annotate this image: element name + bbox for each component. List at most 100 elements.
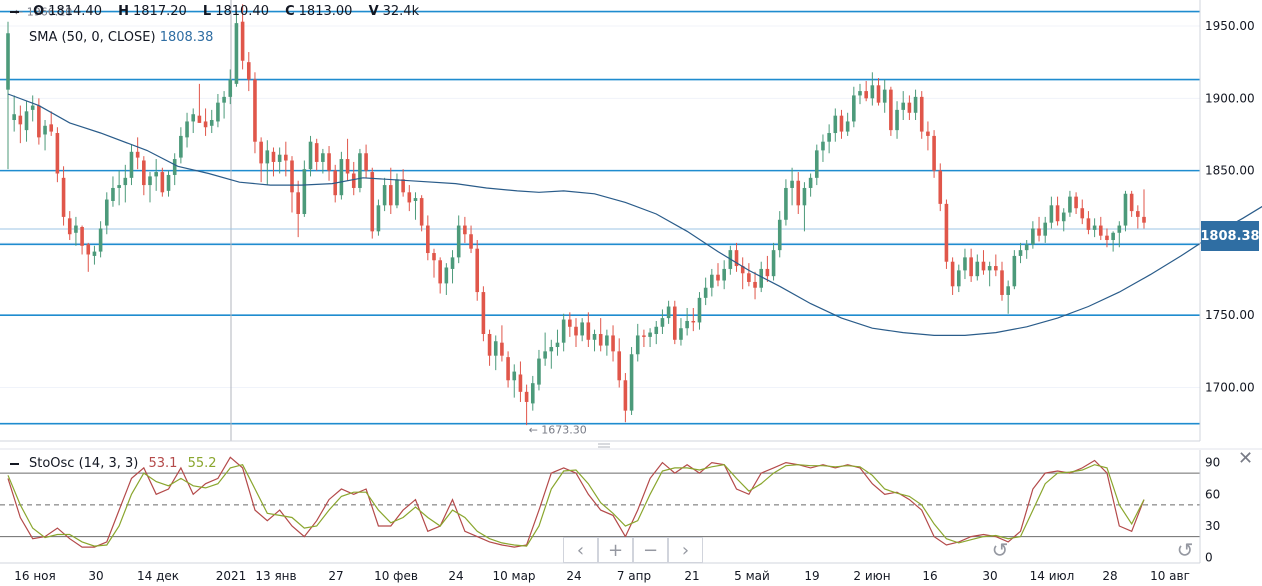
time-tick-label: 2021 — [216, 569, 247, 583]
candle — [345, 138, 350, 181]
close-label: C — [285, 4, 295, 19]
candle-body — [913, 96, 918, 113]
candle — [1086, 211, 1091, 235]
candle-body — [598, 334, 603, 346]
candle — [123, 164, 128, 203]
candle-body — [388, 185, 393, 206]
candle — [740, 257, 745, 290]
candle — [623, 373, 628, 423]
candle — [555, 329, 560, 356]
candle-body — [852, 95, 856, 122]
candle — [549, 339, 554, 369]
candle-body — [629, 354, 634, 411]
candle — [1068, 190, 1072, 217]
low-label: L — [202, 4, 212, 19]
candle — [6, 21, 10, 170]
candle-body — [18, 115, 23, 125]
candle — [833, 108, 838, 142]
candle-body — [228, 79, 233, 97]
zoom-in-button[interactable]: + — [598, 537, 633, 563]
candle — [1000, 261, 1004, 301]
candle — [358, 148, 362, 193]
time-tick-label: 7 апр — [617, 569, 651, 583]
candle — [234, 11, 239, 87]
candle — [351, 161, 356, 196]
candle-body — [49, 124, 54, 132]
candle-body — [679, 328, 683, 340]
candle — [864, 80, 868, 102]
candle-body — [481, 292, 486, 335]
candle — [1136, 205, 1140, 229]
reset-scale-button[interactable]: ↺ — [987, 537, 1013, 563]
candle — [895, 101, 899, 139]
candle — [240, 4, 245, 70]
candle — [839, 109, 844, 139]
candle-body — [771, 250, 776, 277]
close-pane-icon[interactable]: ✕ — [1238, 448, 1254, 469]
candle-body — [302, 169, 307, 214]
candle — [382, 177, 387, 212]
stoch-collapse-icon[interactable] — [10, 462, 19, 465]
candle — [253, 72, 257, 154]
candle-body — [944, 203, 949, 262]
candle-body — [92, 251, 97, 256]
candle-body — [129, 151, 134, 178]
candle-body — [37, 105, 41, 138]
candle — [1098, 216, 1103, 241]
candle — [790, 167, 794, 206]
stoch-d-line — [7, 463, 1145, 547]
candle — [61, 166, 66, 226]
candle — [296, 180, 300, 238]
candle — [876, 78, 881, 106]
candle-body — [216, 102, 220, 122]
candle — [642, 329, 646, 348]
candle — [611, 325, 615, 362]
candle — [18, 105, 23, 144]
candle-body — [55, 133, 60, 174]
candle — [493, 335, 498, 371]
sma-label: SMA (50, 0, CLOSE) — [29, 30, 156, 45]
scroll-right-button[interactable]: › — [668, 537, 703, 563]
high-annotation: ← 1966.10 — [14, 5, 72, 18]
pane-separator-grip[interactable] — [598, 443, 610, 448]
candle — [765, 255, 770, 282]
candle — [259, 137, 263, 183]
candle-body — [518, 374, 523, 392]
candle — [784, 179, 788, 226]
candle-body — [123, 177, 128, 186]
candle — [994, 254, 998, 277]
candle-body — [716, 274, 720, 281]
scroll-left-button[interactable]: ‹ — [563, 537, 598, 563]
zoom-out-button[interactable]: − — [633, 537, 668, 563]
candle — [129, 144, 134, 186]
reset-time-button[interactable]: ↺ — [1172, 537, 1198, 563]
candle — [203, 108, 208, 136]
candle — [209, 109, 214, 134]
candle-body — [166, 174, 171, 191]
candle-body — [1129, 193, 1134, 212]
collapse-icon[interactable] — [10, 10, 19, 13]
time-tick-label: 14 июл — [1030, 569, 1075, 583]
candle-body — [104, 199, 109, 226]
candle-body — [284, 154, 288, 161]
candle-body — [80, 227, 84, 246]
candle — [654, 320, 659, 345]
candle-body — [351, 173, 356, 188]
ohlcv-legend: O 1814.40 H 1817.20 L 1810.40 C 1813.00 V 32.… — [10, 4, 431, 19]
candle-body — [395, 179, 399, 206]
candle — [327, 146, 331, 181]
candle — [1055, 196, 1060, 226]
candle — [364, 144, 368, 178]
candle-body — [74, 225, 78, 233]
candle-body — [1031, 228, 1035, 245]
candle-body — [537, 358, 541, 385]
candle — [950, 257, 955, 295]
candle — [870, 72, 875, 106]
candle-body — [987, 266, 992, 271]
candle-body — [438, 260, 442, 284]
price-tick-label: 1950.00 — [1205, 19, 1255, 33]
stoch-label: StoOsc (14, 3, 3) — [29, 456, 139, 471]
candle — [808, 173, 813, 197]
candle — [981, 250, 986, 275]
